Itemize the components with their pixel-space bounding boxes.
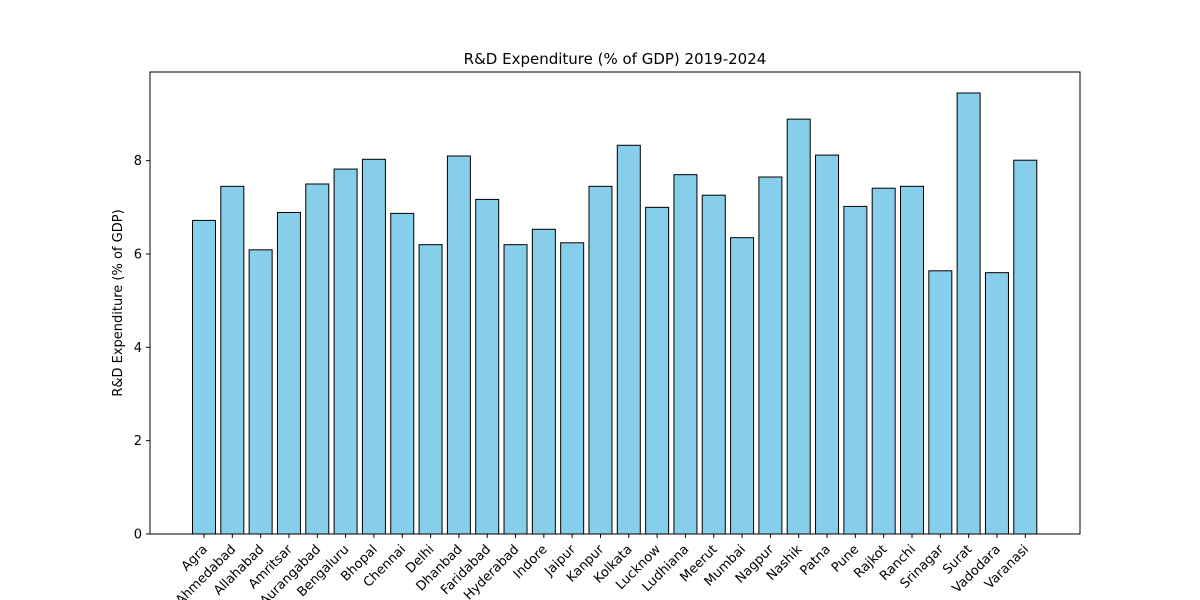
bar <box>758 176 783 535</box>
bar <box>503 244 528 535</box>
bar <box>1013 159 1038 535</box>
bar <box>333 168 358 535</box>
bar <box>645 206 670 535</box>
bars-group <box>192 92 1038 535</box>
bar <box>786 118 811 535</box>
bar <box>871 187 896 535</box>
y-axis-label: R&D Expenditure (% of GDP) <box>111 209 126 396</box>
bar <box>305 183 330 535</box>
bar <box>956 92 981 535</box>
x-tick-label: Patna <box>797 542 833 578</box>
y-tick-label: 6 <box>134 248 142 263</box>
bar <box>701 194 726 535</box>
bar <box>616 144 641 535</box>
bar <box>673 174 698 535</box>
bar <box>815 154 840 535</box>
bar <box>475 198 500 535</box>
y-tick-label: 2 <box>134 434 142 449</box>
bar <box>418 244 443 535</box>
x-axis: AgraAhmedabadAllahabadAmritsarAurangabad… <box>173 534 1032 600</box>
bar <box>984 272 1009 535</box>
y-tick-label: 8 <box>134 154 142 169</box>
chart-title: R&D Expenditure (% of GDP) 2019-2024 <box>464 50 767 68</box>
bar <box>276 211 301 535</box>
bar <box>361 158 386 535</box>
bar <box>220 185 245 535</box>
bar <box>900 185 924 535</box>
y-tick-label: 4 <box>134 341 142 356</box>
bar <box>531 228 556 535</box>
bar <box>560 242 585 535</box>
bar <box>192 219 216 535</box>
plot-frame <box>149 71 1081 535</box>
y-tick-label: 0 <box>134 528 142 543</box>
bar <box>588 185 613 535</box>
bar <box>843 205 868 535</box>
bar <box>446 155 471 535</box>
y-axis: 0 2 4 6 8 <box>134 154 150 543</box>
bar <box>928 270 953 535</box>
bar <box>248 249 273 535</box>
bar <box>390 212 415 535</box>
bar <box>730 237 755 535</box>
